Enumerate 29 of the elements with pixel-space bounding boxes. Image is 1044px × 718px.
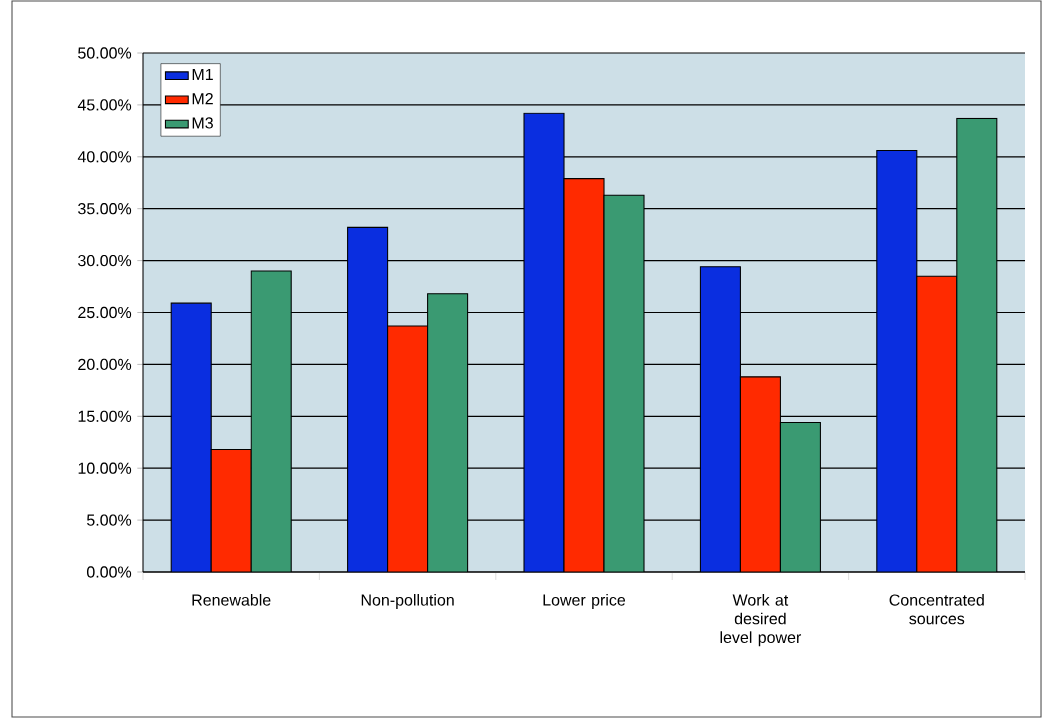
bar xyxy=(916,275,958,572)
x-tick-label: Non-pollution xyxy=(361,593,454,609)
bar xyxy=(563,178,605,572)
bar xyxy=(779,421,821,572)
bar xyxy=(603,194,645,572)
legend-label: M1 xyxy=(192,68,213,80)
y-tick-label: 35.00% xyxy=(78,203,132,215)
y-tick-label: 45.00% xyxy=(77,99,132,111)
bar xyxy=(210,448,252,572)
x-tick-label: Work at desired level power xyxy=(720,593,802,647)
y-tick-label: 50.00% xyxy=(78,47,132,59)
y-tick-label: 0.00% xyxy=(86,566,132,578)
y-tick-label: 30.00% xyxy=(78,254,132,267)
x-tick-label: Concentrated sources xyxy=(889,593,984,625)
y-tick-label: 10.00% xyxy=(78,462,132,474)
y-tick-label: 40.00% xyxy=(77,151,132,163)
x-tick-label: Lower price xyxy=(543,593,626,609)
y-tick-label: 5.00% xyxy=(87,514,132,526)
bar xyxy=(427,293,469,572)
y-tick-label: 25.00% xyxy=(78,306,132,319)
bar xyxy=(387,325,429,572)
y-tick-label: 20.00% xyxy=(78,358,132,371)
bar xyxy=(250,270,292,572)
bar xyxy=(956,117,998,572)
legend-label: M3 xyxy=(192,117,213,129)
bar xyxy=(739,376,781,572)
x-tick-label: Renewable xyxy=(192,593,271,606)
legend-label: M2 xyxy=(192,93,213,105)
y-tick-label: 15.00% xyxy=(78,410,132,422)
